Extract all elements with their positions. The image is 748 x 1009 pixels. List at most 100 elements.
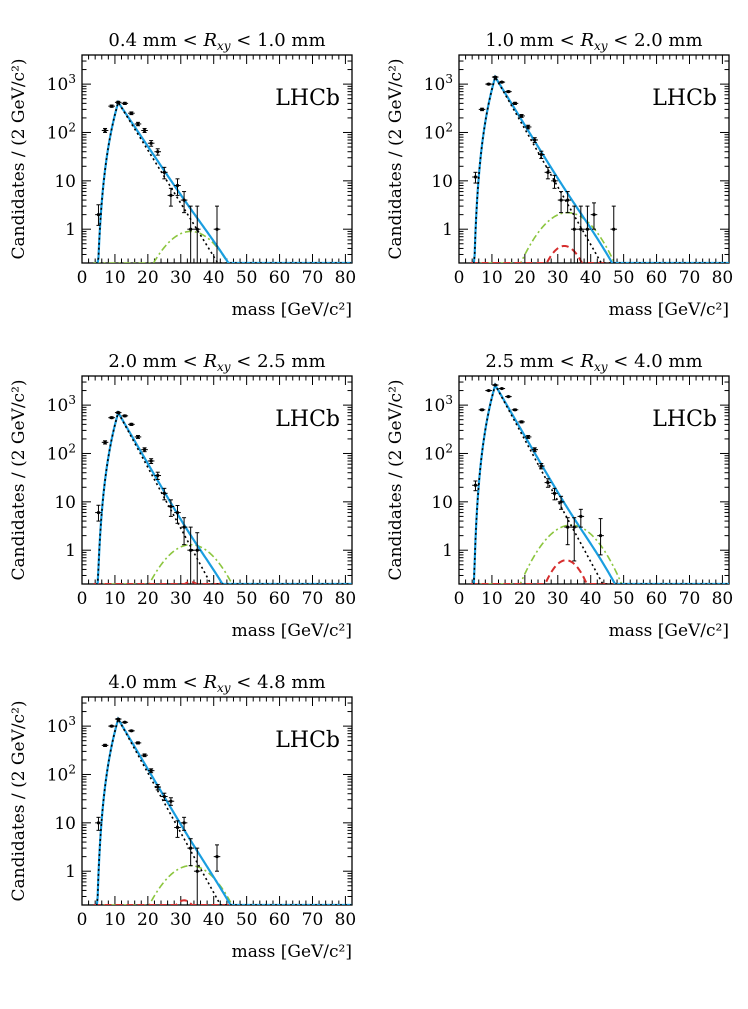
panel-4: 0 10 20 30 40 50 60 70 80 1 10 102 103 2.5 mm < Rxy <… [386,351,733,641]
total-fit-curve [95,716,352,905]
y-tick-label: 102 [424,120,453,143]
panel-title: 1.0 mm < Rxy < 2.0 mm [485,30,702,53]
lhcb-label: LHCb [652,86,717,111]
data-point [154,148,162,156]
data-point [174,504,181,524]
y-tick-label: 1 [65,541,76,561]
data-point [524,435,532,439]
data-point [498,80,506,84]
data-point [193,205,201,263]
plot-frame [458,54,730,264]
x-tick-label: 80 [712,589,734,609]
data-point [108,104,115,108]
data-point [161,166,168,180]
x-tick-label: 30 [170,268,192,288]
data-point [128,111,135,116]
x-tick-label: 80 [335,910,357,930]
panel-5: 0 10 20 30 40 50 60 70 80 1 10 102 103 4.0 mm < Rxy <… [9,672,356,962]
x-axis-label: mass [GeV/c²] [232,621,352,641]
x-tick-label: 10 [104,910,126,930]
data-point [154,784,162,791]
y-axis-label: Candidates / (2 GeV/c²) [386,58,406,259]
x-tick-label: 80 [335,589,357,609]
y-tick-label: 103 [47,72,76,95]
data-point [557,191,565,214]
x-tick-label: 0 [77,589,88,609]
background-curve [95,716,352,905]
x-tick-label: 60 [646,268,668,288]
y-tick-label: 102 [47,441,76,464]
data-point [531,447,539,453]
data-point [141,127,148,133]
total-fit-curve [472,74,729,263]
data-point [538,150,545,159]
data-point [472,480,479,492]
x-axis-label: mass [GeV/c²] [232,942,352,962]
data-point [485,388,492,393]
lhcb-label: LHCb [652,407,717,432]
x-tick-label: 60 [646,589,668,609]
data-point [174,820,181,838]
y-axis-label: Candidates / (2 GeV/c²) [9,58,29,259]
lhcb-label: LHCb [275,407,340,432]
data-point [108,416,115,420]
data-point [597,518,604,556]
x-tick-label: 30 [170,589,192,609]
signal-green-curve [93,230,352,263]
data-point [128,729,135,733]
data-point [154,471,162,480]
data-point [518,420,525,424]
data-point [518,114,525,118]
data-point [134,121,142,127]
x-tick-label: 50 [236,268,258,288]
x-axis-label: mass [GeV/c²] [609,621,729,641]
signal-red-curve [470,559,729,584]
data-point [134,741,142,745]
x-tick-label: 60 [269,910,291,930]
data-point [478,107,486,112]
y-tick-label: 10 [431,172,453,192]
data-point [95,816,102,831]
data-point [584,205,591,263]
y-tick-label: 1 [442,541,453,561]
x-tick-label: 50 [613,589,635,609]
data-point [570,517,578,562]
x-tick-label: 40 [580,589,602,609]
data-point [531,137,539,144]
data-point [511,408,519,412]
x-tick-label: 60 [269,589,291,609]
y-tick-label: 10 [54,493,76,513]
x-tick-label: 80 [712,268,734,288]
data-point [498,386,506,391]
data-point [564,191,571,214]
data-point [610,205,618,263]
data-point [114,100,122,104]
x-tick-label: 20 [137,589,159,609]
x-tick-label: 0 [77,910,88,930]
data-point [95,504,102,522]
y-tick-label: 10 [431,493,453,513]
total-fit-curve [95,99,352,263]
x-tick-label: 30 [547,268,569,288]
data-point [193,532,201,584]
x-tick-label: 20 [514,268,536,288]
data-point [478,408,486,412]
data-point [174,178,181,196]
x-tick-label: 20 [514,589,536,609]
x-tick-label: 40 [203,268,225,288]
panel-3: 0 10 20 30 40 50 60 70 80 1 10 102 103 2.0 mm < Rxy <… [9,351,356,641]
y-tick-label: 1 [65,862,76,882]
x-tick-label: 20 [137,268,159,288]
data-point [570,205,578,263]
data-point [472,171,479,184]
panel-2: 0 10 20 30 40 50 60 70 80 1 10 102 103 1.0 mm < Rxy <… [386,30,733,320]
y-tick-label: 103 [424,393,453,416]
data-point [128,422,135,426]
data-point [141,447,148,453]
data-point [114,411,122,415]
data-point [187,838,194,867]
y-axis-label: Candidates / (2 GeV/c²) [386,379,406,580]
data-point [101,743,109,747]
data-point [167,797,175,806]
x-tick-label: 70 [302,268,324,288]
